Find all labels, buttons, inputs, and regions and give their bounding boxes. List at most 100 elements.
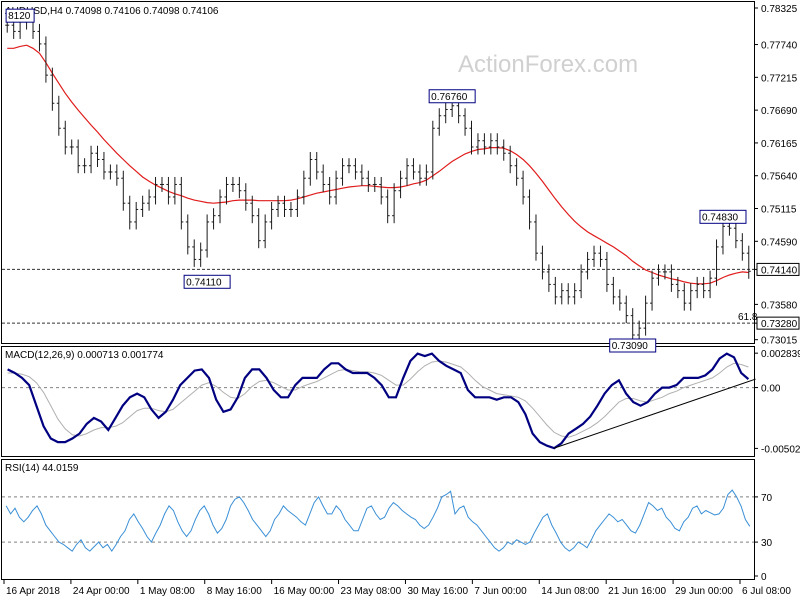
price-bar bbox=[546, 264, 551, 292]
price-bar bbox=[101, 151, 106, 180]
price-callout-text: 0.74830 bbox=[702, 212, 739, 223]
price-bar bbox=[527, 189, 532, 230]
x-tick-label: 30 May 16:00 bbox=[407, 586, 468, 597]
price-bar bbox=[656, 264, 661, 286]
x-tick-label: 8 May 16:00 bbox=[207, 586, 262, 597]
price-bar bbox=[276, 195, 281, 217]
macd-lines-layer bbox=[7, 352, 756, 450]
x-axis: 16 Apr 2018 24 Apr 00:00 1 May 08:00 8 May … bbox=[3, 579, 791, 597]
price-callout-text: 0.76760 bbox=[431, 92, 468, 103]
price-panel-frame bbox=[1, 1, 755, 344]
price-callout: 0.76760 bbox=[428, 89, 476, 104]
price-bar bbox=[624, 295, 629, 324]
price-bar bbox=[740, 233, 745, 261]
price-bar bbox=[385, 189, 390, 224]
price-bar bbox=[372, 176, 377, 192]
price-bar bbox=[604, 251, 609, 292]
x-tick-label: 24 Apr 00:00 bbox=[73, 586, 130, 597]
price-bar bbox=[469, 120, 474, 155]
price-bar bbox=[650, 270, 655, 311]
price-bar bbox=[185, 214, 190, 255]
price-bar bbox=[346, 158, 351, 174]
price-bar bbox=[211, 208, 216, 230]
price-bar bbox=[443, 102, 448, 124]
price-bar bbox=[482, 133, 487, 155]
price-bar bbox=[366, 170, 371, 192]
rsi-y-tick-label: 0 bbox=[761, 572, 767, 583]
price-bar bbox=[611, 276, 616, 305]
price-y-tick-label: 0.73580 bbox=[761, 300, 798, 311]
price-bar bbox=[179, 176, 184, 230]
price-bar bbox=[411, 158, 416, 180]
price-bar bbox=[475, 133, 480, 155]
price-bar bbox=[340, 158, 345, 186]
price-bar bbox=[147, 189, 152, 211]
price-bar bbox=[598, 245, 603, 267]
price-y-tick-label: 0.76165 bbox=[761, 139, 798, 150]
macd-signal-line bbox=[7, 360, 749, 438]
price-bar bbox=[353, 158, 358, 180]
macd-y-tick-label: 0.002839 bbox=[761, 349, 800, 360]
x-tick-label: 7 Jun 00:00 bbox=[474, 586, 527, 597]
rsi-panel-title: RSI(14) 44.0159 bbox=[5, 463, 79, 474]
price-bar bbox=[521, 170, 526, 205]
price-bar bbox=[572, 283, 577, 305]
price-bar bbox=[301, 170, 306, 205]
macd-panel-frame bbox=[1, 346, 755, 457]
rsi-y-axis: 70 30 0 bbox=[754, 493, 773, 583]
price-bar bbox=[417, 164, 422, 186]
price-bar bbox=[166, 176, 171, 205]
price-bar bbox=[424, 164, 429, 186]
price-bar bbox=[682, 283, 687, 311]
macd-y-tick-label: 0.00 bbox=[761, 384, 781, 395]
price-bar bbox=[114, 164, 119, 186]
price-bar bbox=[50, 67, 55, 111]
price-bar bbox=[172, 176, 177, 205]
price-bar bbox=[405, 158, 410, 186]
price-bar bbox=[127, 195, 132, 230]
x-tick-label: 16 Apr 2018 bbox=[6, 586, 60, 597]
price-y-tick-label: 0.73280 bbox=[761, 319, 798, 330]
price-bar bbox=[218, 189, 223, 224]
price-bar bbox=[392, 183, 397, 224]
price-bar bbox=[237, 176, 242, 199]
price-bar bbox=[437, 108, 442, 136]
price-callout: 8120 bbox=[5, 8, 35, 23]
macd-panel-title: MACD(12,26,9) 0.000713 0.001774 bbox=[5, 350, 164, 361]
price-bar bbox=[585, 251, 590, 280]
price-bar bbox=[566, 283, 571, 305]
price-callout-text: 8120 bbox=[8, 11, 31, 22]
price-bar bbox=[69, 139, 74, 155]
price-callout: 0.74110 bbox=[183, 274, 231, 289]
price-bar bbox=[205, 214, 210, 258]
x-tick-label: 16 May 00:00 bbox=[274, 586, 335, 597]
price-bar bbox=[533, 214, 538, 261]
price-bar bbox=[540, 245, 545, 280]
price-bar bbox=[334, 170, 339, 205]
price-y-tick-label: 0.75640 bbox=[761, 172, 798, 183]
price-y-tick-label: 0.76690 bbox=[761, 106, 798, 117]
rsi-y-tick-label: 30 bbox=[761, 538, 773, 549]
price-ma-layer bbox=[7, 44, 749, 285]
price-annotations-layer: 8120 0.76760 0.74110 0.74830 0.73090 61.8 bbox=[5, 8, 758, 353]
price-bar bbox=[675, 276, 680, 299]
price-bar bbox=[488, 133, 493, 155]
price-bar bbox=[224, 176, 229, 205]
price-bar bbox=[82, 158, 87, 174]
price-bar bbox=[121, 170, 126, 211]
price-bar bbox=[230, 176, 235, 192]
price-bar bbox=[63, 120, 68, 155]
price-bar bbox=[327, 176, 332, 205]
price-y-tick-label: 0.74590 bbox=[761, 237, 798, 248]
price-bar bbox=[701, 276, 706, 299]
price-y-tick-label: 0.77215 bbox=[761, 73, 798, 84]
x-tick-label: 14 Jun 08:00 bbox=[541, 586, 599, 597]
price-bar bbox=[308, 151, 313, 186]
price-bar bbox=[501, 139, 506, 161]
price-level-badge bbox=[756, 262, 800, 276]
price-bar bbox=[695, 276, 700, 299]
rsi-line bbox=[5, 489, 751, 553]
price-bar bbox=[379, 176, 384, 205]
price-bar bbox=[579, 264, 584, 299]
